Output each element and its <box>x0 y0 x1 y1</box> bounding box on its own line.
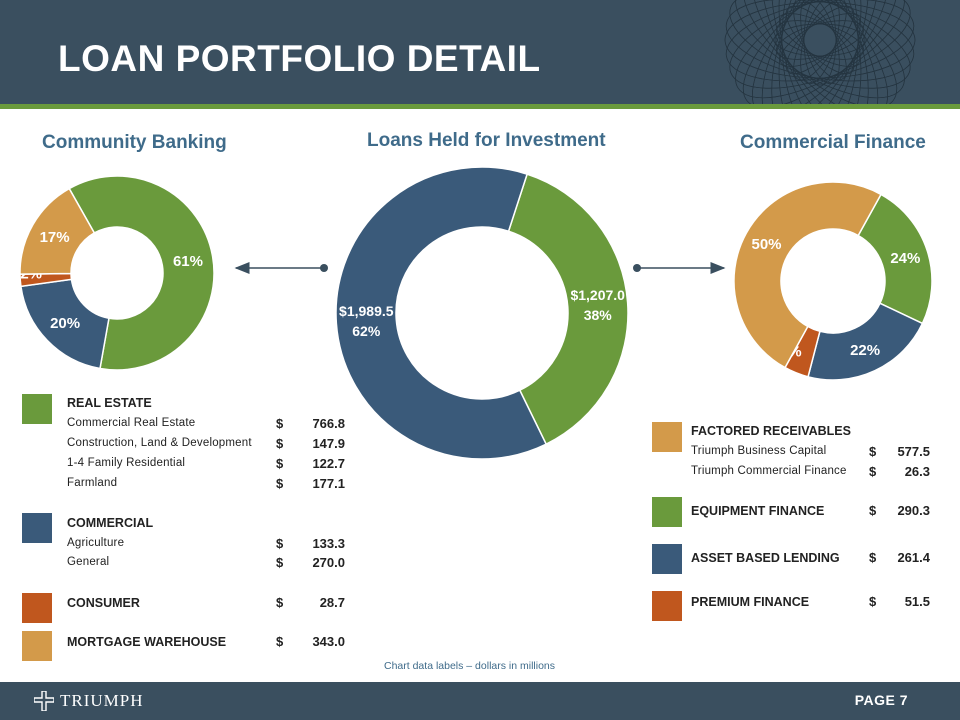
currency-symbol: $ <box>276 456 284 471</box>
donut-slice-mortgage-warehouse <box>19 187 96 275</box>
data-label: 24% <box>890 250 920 267</box>
currency-symbol: $ <box>869 503 877 518</box>
legend-item-label: Triumph Business Capital <box>691 445 827 457</box>
legend-item-value: 147.9 <box>312 436 345 451</box>
consumer-label: CONSUMER <box>67 596 140 610</box>
premium-finance-value: 51.5 <box>904 594 930 609</box>
loans-held-title: Loans Held for Investment <box>367 130 606 151</box>
donut-slice-community-banking <box>335 166 548 460</box>
currency-symbol: $ <box>276 416 284 431</box>
data-label: 20% <box>50 315 80 332</box>
factored-receivables-swatch <box>652 422 682 452</box>
premium-finance-swatch <box>652 591 682 621</box>
data-label: $1,207.0 <box>570 287 625 303</box>
data-label: 62% <box>352 323 381 339</box>
guilloche-ornament <box>724 0 916 104</box>
commercial-label: COMMERCIAL <box>67 516 154 530</box>
legend-item-label: Farmland <box>67 477 118 489</box>
header-bar: LOAN PORTFOLIO DETAIL <box>0 0 960 104</box>
consumer-swatch <box>22 593 52 623</box>
equipment-finance-label: EQUIPMENT FINANCE <box>691 504 825 518</box>
currency-symbol: $ <box>276 476 284 491</box>
legend-item-value: 133.3 <box>312 536 345 551</box>
legend-item-value: 122.7 <box>312 456 345 471</box>
data-label: 61% <box>173 253 203 270</box>
data-label: 17% <box>40 229 70 246</box>
legend-item-label: Triumph Commercial Finance <box>691 465 847 477</box>
currency-symbol: $ <box>869 594 877 609</box>
asset-based-lending-swatch <box>652 544 682 574</box>
footer-logo-text: TRIUMPH <box>60 691 144 710</box>
factored-receivables-label: FACTORED RECEIVABLES <box>691 424 851 438</box>
currency-symbol: $ <box>869 550 877 565</box>
data-label: 22% <box>850 342 880 359</box>
page-title: LOAN PORTFOLIO DETAIL <box>58 38 541 79</box>
consumer-value: 28.7 <box>319 595 345 610</box>
real-estate-label: REAL ESTATE <box>67 396 152 410</box>
currency-symbol: $ <box>276 555 284 570</box>
currency-symbol: $ <box>869 444 877 459</box>
legend-item-value: 270.0 <box>312 555 345 570</box>
commercial-finance-title: Commercial Finance <box>740 132 926 153</box>
legend-item-label: 1-4 Family Residential <box>67 457 186 469</box>
page-number: PAGE 7 <box>854 692 908 708</box>
mortgage-warehouse-value: 343.0 <box>312 634 345 649</box>
donut-slice-real-estate <box>68 175 215 371</box>
header-accent-line <box>0 104 960 109</box>
donut-slice-asset-based-lending <box>807 302 924 381</box>
right-arrow <box>633 262 726 274</box>
footnote: Chart data labels – dollars in millions <box>384 660 555 672</box>
data-label: 50% <box>752 236 782 253</box>
currency-symbol: $ <box>869 464 877 479</box>
donut-slice-factored-receivables <box>733 181 883 369</box>
equipment-finance-swatch <box>652 497 682 527</box>
mortgage-warehouse-swatch <box>22 631 52 661</box>
legend-item-value: 577.5 <box>897 444 930 459</box>
footer-bar: TRIUMPH PAGE 7 <box>0 682 960 720</box>
donut-slice-commercial-finance <box>507 173 629 446</box>
legend-item-label: General <box>67 556 110 568</box>
legend-item-label: Construction, Land & Development <box>67 437 252 449</box>
legend-item-value: 766.8 <box>312 416 345 431</box>
donut-slice-equipment-finance <box>857 193 933 325</box>
currency-symbol: $ <box>276 595 284 610</box>
legend-item-label: Agriculture <box>67 537 125 549</box>
asset-based-lending-label: ASSET BASED LENDING <box>691 551 840 565</box>
legend-item-value: 177.1 <box>312 476 345 491</box>
mortgage-warehouse-label: MORTGAGE WAREHOUSE <box>67 635 227 649</box>
asset-based-lending-value: 261.4 <box>897 550 930 565</box>
real-estate-swatch <box>22 394 52 424</box>
data-label: $1,989.5 <box>339 303 394 319</box>
currency-symbol: $ <box>276 436 284 451</box>
left-arrow <box>234 262 328 274</box>
currency-symbol: $ <box>276 536 284 551</box>
commercial-swatch <box>22 513 52 543</box>
community-banking-title: Community Banking <box>42 132 227 153</box>
triumph-logo-icon <box>34 691 54 711</box>
data-label: 38% <box>584 307 613 323</box>
legend-item-value: 26.3 <box>904 464 930 479</box>
currency-symbol: $ <box>276 634 284 649</box>
legend-item-label: Commercial Real Estate <box>67 417 196 429</box>
equipment-finance-value: 290.3 <box>897 503 930 518</box>
premium-finance-label: PREMIUM FINANCE <box>691 595 810 609</box>
